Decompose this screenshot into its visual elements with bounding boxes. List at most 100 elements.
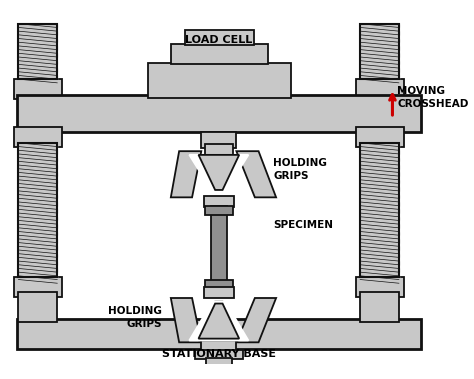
Text: HOLDING
GRIPS: HOLDING GRIPS (273, 158, 327, 181)
Polygon shape (237, 298, 276, 342)
Bar (185, 30, 254, 45)
Bar (205, 280, 233, 289)
Polygon shape (360, 150, 399, 154)
Polygon shape (360, 232, 399, 235)
Bar (205, 206, 233, 215)
Polygon shape (18, 246, 57, 250)
Bar (360, 143, 399, 277)
Polygon shape (171, 298, 201, 342)
Polygon shape (18, 172, 57, 176)
Text: LOAD CELL: LOAD CELL (185, 35, 253, 45)
Polygon shape (18, 254, 57, 257)
Polygon shape (18, 187, 57, 191)
Bar (356, 277, 403, 297)
Polygon shape (360, 39, 399, 42)
Bar (17, 319, 421, 349)
Polygon shape (199, 155, 239, 190)
Polygon shape (360, 194, 399, 198)
Bar (210, 206, 227, 289)
Polygon shape (360, 246, 399, 250)
Polygon shape (18, 68, 57, 72)
Polygon shape (18, 46, 57, 50)
Polygon shape (18, 31, 57, 35)
Polygon shape (360, 276, 399, 280)
Bar (18, 24, 57, 84)
Polygon shape (18, 194, 57, 198)
Bar (356, 127, 403, 147)
Polygon shape (18, 39, 57, 42)
Polygon shape (360, 224, 399, 228)
Bar (205, 144, 233, 155)
Polygon shape (171, 151, 201, 197)
Polygon shape (18, 24, 57, 27)
Bar (204, 287, 234, 298)
Polygon shape (18, 209, 57, 213)
Bar (18, 143, 57, 277)
Polygon shape (18, 217, 57, 221)
Bar (201, 340, 237, 353)
Polygon shape (360, 254, 399, 257)
Bar (171, 44, 268, 64)
Bar (17, 95, 421, 132)
Polygon shape (18, 232, 57, 235)
Polygon shape (360, 61, 399, 64)
Polygon shape (360, 158, 399, 161)
Text: STATIONARY BASE: STATIONARY BASE (162, 349, 276, 359)
Polygon shape (360, 68, 399, 72)
Polygon shape (360, 165, 399, 169)
Polygon shape (237, 151, 276, 197)
Bar (14, 277, 62, 297)
Polygon shape (18, 202, 57, 206)
Bar (360, 24, 399, 79)
Polygon shape (360, 180, 399, 183)
Polygon shape (18, 150, 57, 154)
Polygon shape (360, 261, 399, 265)
Polygon shape (18, 143, 57, 147)
Polygon shape (360, 202, 399, 206)
Polygon shape (360, 268, 399, 272)
Bar (148, 63, 291, 98)
Polygon shape (18, 53, 57, 57)
Bar (201, 132, 237, 149)
Polygon shape (18, 158, 57, 161)
Bar (204, 196, 234, 207)
Polygon shape (360, 217, 399, 221)
Polygon shape (199, 302, 239, 340)
Bar (360, 291, 399, 322)
Polygon shape (360, 75, 399, 79)
Bar (14, 127, 62, 147)
Polygon shape (360, 209, 399, 213)
Bar (356, 79, 403, 99)
Text: HOLDING
GRIPS: HOLDING GRIPS (108, 306, 162, 329)
Polygon shape (360, 187, 399, 191)
Polygon shape (189, 155, 248, 192)
Polygon shape (18, 75, 57, 79)
Polygon shape (360, 143, 399, 147)
Polygon shape (18, 276, 57, 280)
Polygon shape (18, 268, 57, 272)
Polygon shape (360, 31, 399, 35)
Polygon shape (360, 172, 399, 176)
Bar (195, 350, 243, 359)
Polygon shape (199, 304, 239, 338)
Bar (18, 24, 57, 79)
Polygon shape (360, 239, 399, 243)
Bar (18, 291, 57, 322)
Bar (206, 358, 232, 367)
Bar (18, 143, 57, 281)
Polygon shape (18, 180, 57, 183)
Polygon shape (18, 61, 57, 64)
Polygon shape (18, 261, 57, 265)
Text: SPECIMEN: SPECIMEN (273, 220, 333, 230)
Polygon shape (360, 53, 399, 57)
Polygon shape (360, 46, 399, 50)
Polygon shape (189, 302, 248, 340)
Polygon shape (18, 239, 57, 243)
Bar (360, 143, 399, 281)
Polygon shape (18, 224, 57, 228)
Polygon shape (18, 165, 57, 169)
Polygon shape (360, 24, 399, 27)
Text: MOVING
CROSSHEAD: MOVING CROSSHEAD (397, 86, 468, 109)
Bar (14, 79, 62, 99)
Bar (360, 24, 399, 84)
